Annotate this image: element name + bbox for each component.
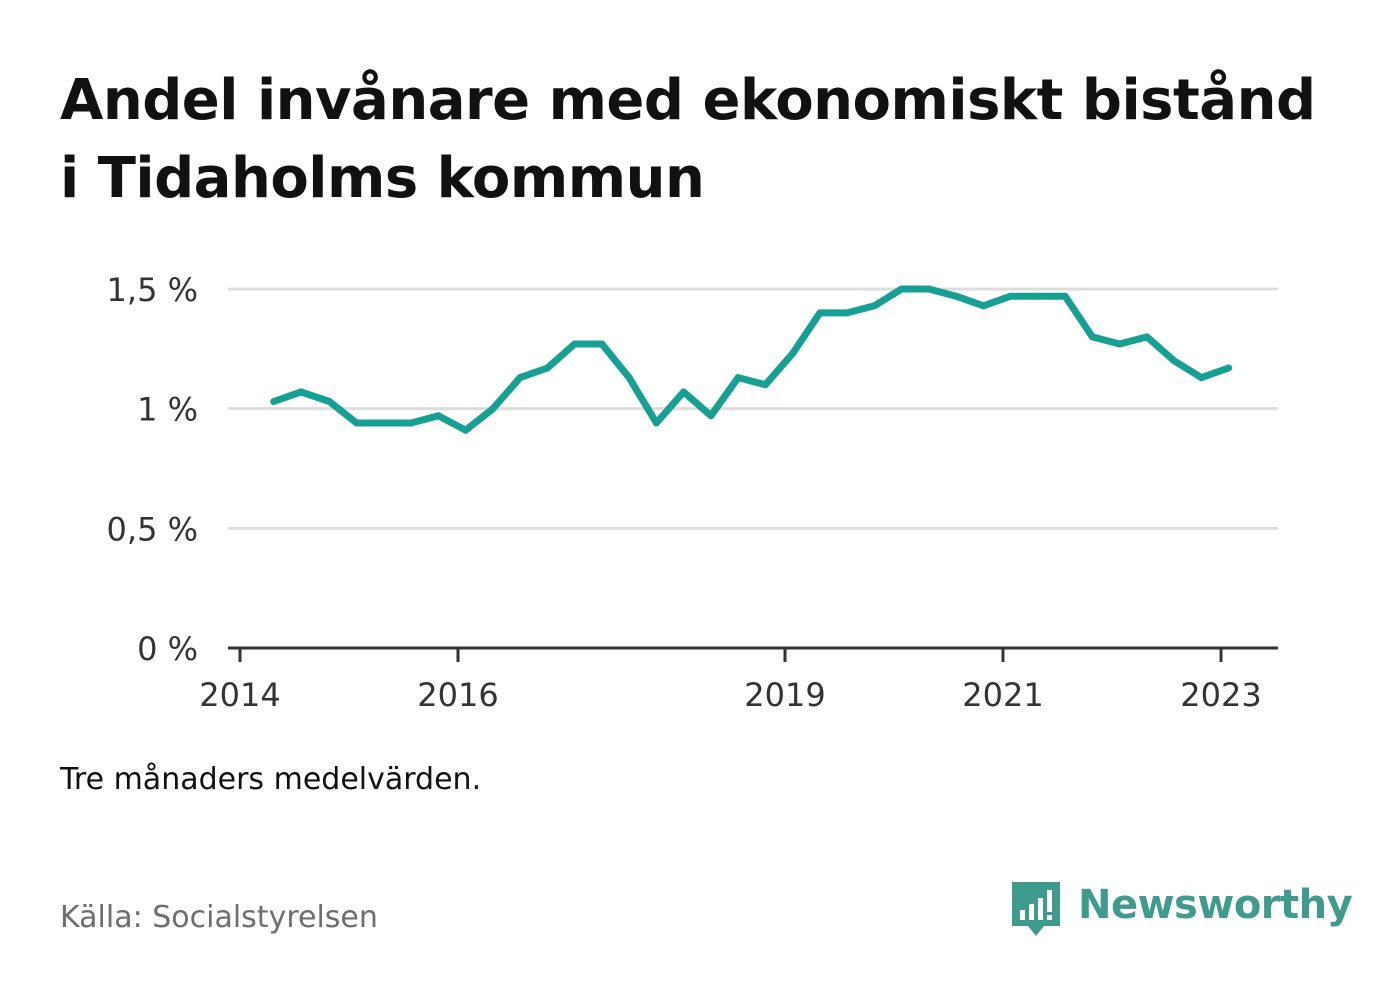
y-tick-label: 1,5 % [107,271,198,309]
data-point [1170,357,1178,365]
data-point [407,419,415,427]
chart-note: Tre månaders medelvärden. [60,762,482,797]
x-tick-label: 2023 [1180,676,1261,714]
data-point [1116,340,1124,348]
data-point [325,398,333,405]
data-point [789,350,797,358]
data-point [925,285,933,293]
brand-name: Newsworthy [1078,882,1353,928]
data-point [543,364,551,372]
x-axis-labels: 2014 2016 2019 2021 2023 [199,648,1262,714]
newsworthy-logo[interactable]: Newsworthy [1010,878,1353,942]
x-tick-label: 2014 [199,676,280,714]
data-point [1061,292,1069,300]
x-tick-label: 2016 [417,676,498,714]
chart-title: Andel invånare med ekonomiskt bistånd i … [60,68,1316,211]
data-point [898,285,906,293]
data-point [979,302,987,310]
data-point [462,426,470,434]
y-axis-labels: 0 % 0,5 % 1 % 1,5 % [107,271,198,668]
y-tick-label: 1 % [137,391,198,429]
series [270,285,1233,434]
data-point [1143,333,1151,341]
data-point [734,374,742,382]
grid-lines [228,287,1278,530]
data-point [434,412,442,420]
data-point [680,388,688,396]
data-point [625,374,633,382]
data-point [270,398,278,405]
x-tick-label: 2021 [962,676,1043,714]
data-point [1007,292,1015,300]
series-line [270,285,1233,434]
data-point [1225,364,1233,372]
y-tick-label: 0,5 % [107,510,198,548]
data-point [598,340,606,348]
x-tick-label: 2019 [744,676,825,714]
y-tick-label: 0 % [137,630,198,668]
data-point [1197,374,1205,382]
data-point [843,309,851,317]
data-point [1034,292,1042,300]
data-point [489,405,497,413]
data-point [870,302,878,310]
newsworthy-logo-icon [1012,882,1060,936]
data-point [652,419,660,427]
data-point [571,340,579,348]
data-point [353,419,361,427]
data-point [297,388,305,396]
data-point [516,374,524,382]
source-credit: Källa: Socialstyrelsen [60,900,378,935]
data-point [707,412,715,420]
data-point [816,309,824,317]
data-point [952,292,960,300]
data-point [761,381,769,389]
data-point [1088,333,1096,341]
data-point [380,419,388,427]
